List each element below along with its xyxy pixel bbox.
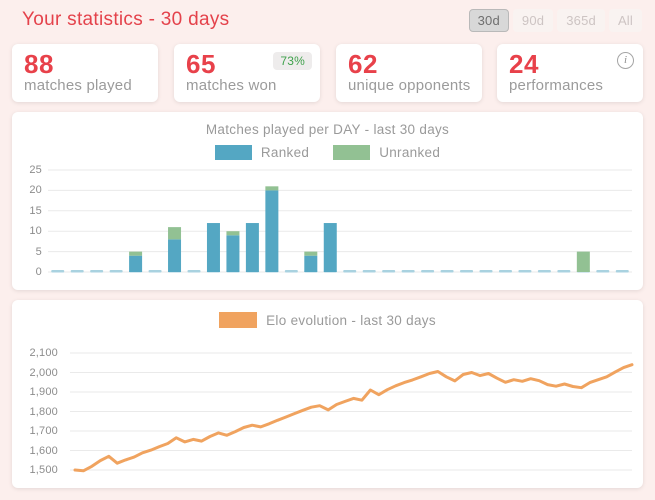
matches-played-value: 88 [24,49,54,79]
unique-opponents-label: unique opponents [348,77,471,94]
range-button-30d[interactable]: 30d [468,9,509,32]
y-tick-label: 2,100 [29,347,58,359]
legend-item-elo: Elo evolution - last 30 days [219,312,436,328]
y-tick-label: 1,600 [29,444,58,457]
y-tick-label: 15 [29,204,42,217]
win-rate-badge: 73% [273,52,312,70]
range-button-all[interactable]: All [608,9,642,32]
elo-legend-label: Elo evolution - last 30 days [266,312,436,328]
y-tick-label: 2,000 [29,366,58,379]
ranked-swatch-icon [214,145,252,160]
ranked-legend-label: Ranked [260,145,310,160]
performances-value: 24 [509,49,539,79]
matches-won-value: 65 [186,49,216,79]
stat-card-matches-played: 88 matches played [12,44,158,102]
y-tick-label: 20 [29,184,42,197]
performances-label: performances [509,77,604,94]
y-tick-label: 1,500 [29,464,58,476]
y-tick-label: 1,800 [29,405,58,418]
y-tick-label: 5 [35,245,42,258]
unique-opponents-value: 62 [348,49,378,79]
stat-card-unique-opponents: 62 unique opponents [336,44,482,102]
y-tick-label: 0 [35,266,42,278]
range-button-90d[interactable]: 90d [512,9,554,32]
y-tick-label: 1,900 [29,386,58,398]
page-title: Your statistics - 30 days [22,9,230,30]
matches-played-label: matches played [24,77,132,94]
stat-card-matches-won: 65 matches won 73% [174,44,320,102]
matches-per-day-chart-card: Matches played per DAY - last 30 days Ra… [12,112,643,290]
bar-chart-legend: Ranked Unranked [12,145,643,160]
y-tick-label: 1,700 [29,425,58,437]
stat-card-performances: 24 performances i [497,44,643,102]
legend-item-unranked: Unranked [333,145,440,160]
bar-chart-canvas [48,169,632,273]
range-button-365d[interactable]: 365d [557,9,605,32]
line-chart-legend: Elo evolution - last 30 days [12,312,643,328]
y-tick-label: 10 [29,225,42,238]
elo-evolution-chart-card: Elo evolution - last 30 days 2,100 2,000 1… [12,300,643,488]
y-tick-label: 25 [29,164,42,176]
matches-won-label: matches won [186,77,277,94]
unranked-swatch-icon [333,145,371,160]
time-range-selector: 30d 90d 365d All [468,9,642,32]
unranked-legend-label: Unranked [379,145,441,160]
info-icon[interactable]: i [617,52,634,69]
bar-chart-title: Matches played per DAY - last 30 days [205,122,450,137]
elo-swatch-icon [219,312,258,328]
line-chart-canvas [70,352,634,473]
legend-item-ranked: Ranked [214,145,310,160]
